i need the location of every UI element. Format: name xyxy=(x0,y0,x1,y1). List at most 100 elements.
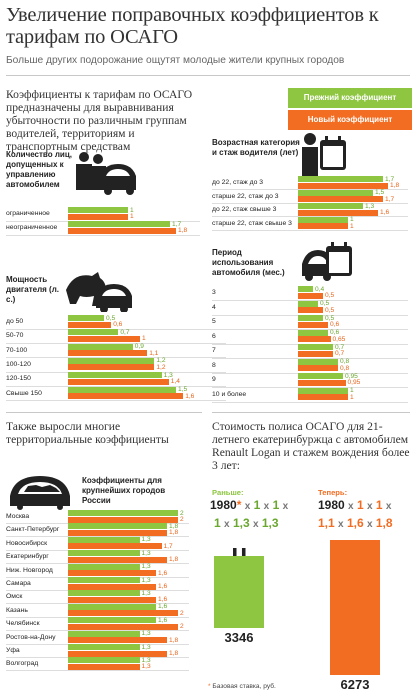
value-label-new: 0,65 xyxy=(332,335,346,343)
category-label: 10 и более xyxy=(212,390,247,398)
bar-new xyxy=(68,364,155,371)
drivers-section-title: Количество лиц, допущенных к управлению … xyxy=(6,150,72,189)
footnote-text: Базовая ставка, руб. xyxy=(212,683,276,690)
value-label-old: 1,3 xyxy=(141,630,151,638)
period-section-title: Период использования автомобиля (мес.) xyxy=(212,248,285,277)
bar-old xyxy=(298,373,343,379)
page-subtitle: Больше других подорожание ощутят молодые… xyxy=(6,55,345,66)
category-label: неограниченное xyxy=(6,224,58,231)
bar-new xyxy=(68,393,184,399)
row-separator xyxy=(6,670,189,672)
bar-new xyxy=(68,610,178,617)
before-k5: 1,3 xyxy=(261,516,279,530)
value-label-old: 0,6 xyxy=(330,329,340,336)
value-label-new: 0,6 xyxy=(330,321,340,328)
bar-old xyxy=(298,189,373,196)
age-section-title: Возрастная категория и стаж водителя (ле… xyxy=(212,138,300,157)
category-label: Ростов-на-Дону xyxy=(6,633,56,641)
category-label: 7 xyxy=(212,347,216,354)
value-label-new: 1,2 xyxy=(156,363,166,371)
bar-new xyxy=(298,350,333,357)
after-base: 1980 xyxy=(318,498,345,512)
value-label-old: 0,9 xyxy=(134,343,144,351)
before-formula-line2: 1 x 1,3 x 1,3 xyxy=(214,516,279,530)
before-label: Раньше: xyxy=(212,488,244,497)
divider xyxy=(6,412,202,413)
bar-new xyxy=(298,196,383,203)
category-label: 6 xyxy=(212,332,216,340)
before-total-bar xyxy=(214,555,264,628)
before-star: * xyxy=(236,498,242,512)
value-label-new: 1,8 xyxy=(169,650,179,657)
car-calendar-icon xyxy=(302,242,352,281)
bar-new xyxy=(68,596,156,603)
value-label-new: 1,6 xyxy=(158,569,168,577)
value-label-new: 1,7 xyxy=(163,542,173,550)
bar-old xyxy=(68,510,178,516)
value-label-new: 1,6 xyxy=(158,596,168,604)
category-label: старше 22, стаж до 3 xyxy=(212,192,279,200)
value-label-old: 1,6 xyxy=(158,603,168,611)
bar-new xyxy=(298,336,331,342)
value-label-new: 1 xyxy=(350,393,354,401)
value-label-old: 1,3 xyxy=(365,202,375,210)
bar-old xyxy=(298,176,383,182)
bar-new xyxy=(68,213,128,220)
category-label: 50-70 xyxy=(6,332,24,340)
category-label: Казань xyxy=(6,606,28,614)
category-label: 120-150 xyxy=(6,375,31,383)
russia-car-icon xyxy=(10,476,70,510)
bar-new xyxy=(298,292,323,299)
value-label-new: 1,8 xyxy=(390,182,400,189)
value-label-old: 1 xyxy=(350,387,354,394)
before-k4: 1,3 xyxy=(232,516,250,530)
value-label-new: 2 xyxy=(180,516,184,523)
bar-new xyxy=(298,379,346,386)
value-label-old: 1,5 xyxy=(375,189,385,197)
bar-old xyxy=(298,358,338,365)
value-label-old: 1,3 xyxy=(163,371,173,379)
driver-calendar-icon xyxy=(302,133,346,180)
bar-old xyxy=(68,644,140,650)
category-label: ограниченное xyxy=(6,210,50,217)
bar-old xyxy=(68,523,167,530)
value-label-old: 1,7 xyxy=(385,175,395,183)
category-label: 8 xyxy=(212,361,216,369)
bar-old xyxy=(68,550,140,557)
category-label: Самара xyxy=(6,580,31,587)
category-label: Уфа xyxy=(6,647,20,654)
category-label: старше 22, стаж свыше 3 xyxy=(212,219,292,227)
category-label: 70-100 xyxy=(6,346,28,354)
after-k1: 1 xyxy=(356,498,364,512)
divider xyxy=(6,75,410,76)
value-label-old: 1 xyxy=(350,216,354,224)
bar-new xyxy=(68,335,140,342)
times-sign: x xyxy=(282,501,289,512)
category-label: Челябинск xyxy=(6,620,40,628)
times-sign: x xyxy=(224,519,230,530)
bar-old xyxy=(298,286,313,292)
after-k3: 1,1 xyxy=(318,516,335,530)
value-label-old: 1,8 xyxy=(169,522,179,530)
bar-old xyxy=(298,216,348,223)
before-formula-line1: 1980* x 1 x 1 x xyxy=(210,498,288,512)
bar-new xyxy=(298,182,388,189)
category-label: 3 xyxy=(212,289,216,296)
value-label-new: 0,8 xyxy=(340,364,350,372)
category-label: Омск xyxy=(6,593,23,601)
value-label-old: 0,4 xyxy=(315,285,325,293)
value-label-old: 0,5 xyxy=(320,300,330,307)
bar-new xyxy=(68,623,178,630)
category-label: Свыше 150 xyxy=(6,389,42,397)
footnote-star: * xyxy=(208,683,211,690)
category-label: Новосибирск xyxy=(6,539,48,547)
bar-old xyxy=(298,329,328,336)
after-formula-line2: 1,1 x 1,6 x 1,8 xyxy=(318,516,393,530)
value-label-new: 1,6 xyxy=(185,392,195,400)
drivers-car-icon xyxy=(76,152,136,195)
value-label-old: 0,5 xyxy=(325,314,335,322)
value-label-old: 1,3 xyxy=(141,576,151,584)
intro-text: Коэффициенты к тарифам по ОСАГО предназн… xyxy=(6,88,193,153)
after-k2: 1 xyxy=(375,498,383,512)
value-label-old: 1,3 xyxy=(141,589,151,597)
